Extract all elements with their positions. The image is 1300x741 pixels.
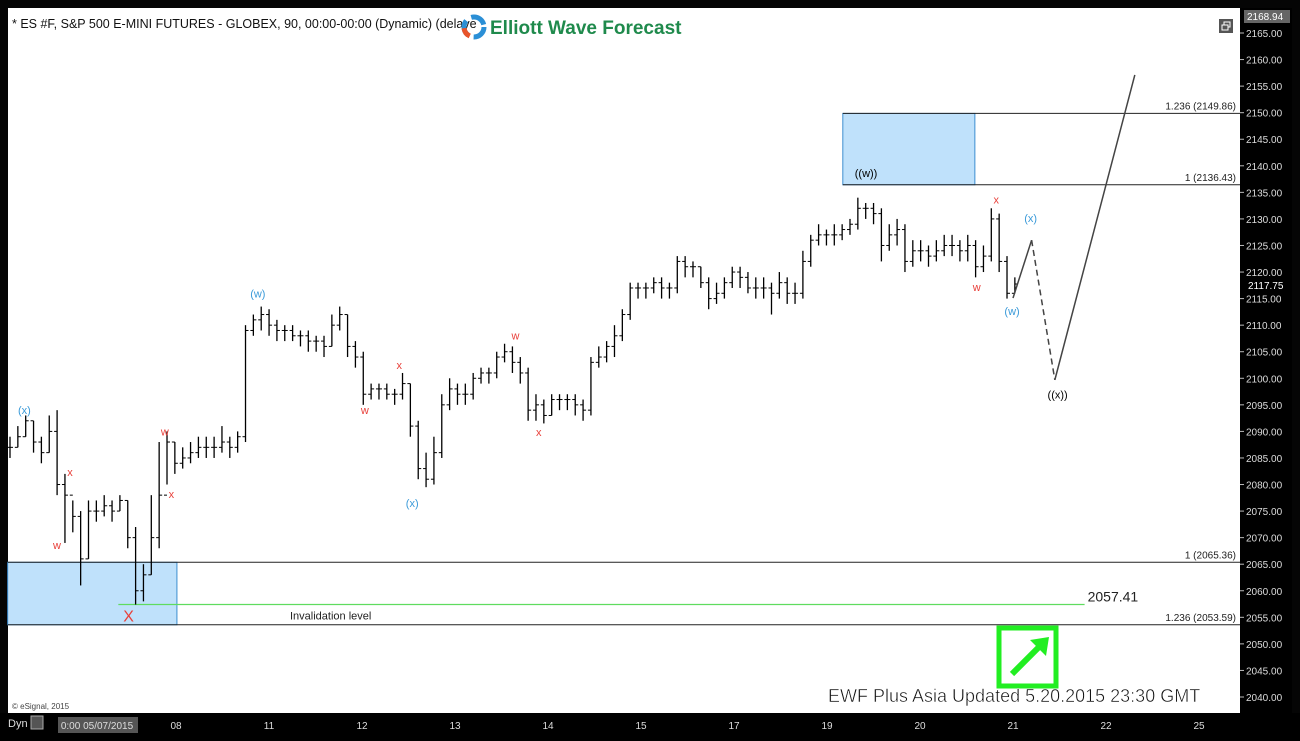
wave-label: w — [52, 540, 61, 552]
projection-path-dashed — [1030, 240, 1056, 380]
crosshair-date-badge — [58, 717, 138, 733]
wave-label: w — [160, 426, 169, 438]
ewf-logo: Elliott Wave Forecast — [461, 14, 682, 40]
y-tick-label: 2130.00 — [1246, 215, 1283, 226]
y-tick-label: 2080.00 — [1246, 481, 1283, 492]
update-watermark: EWF Plus Asia Updated 5.20.2015 23:30 GM… — [828, 686, 1200, 706]
y-tick-label: 2120.00 — [1246, 268, 1283, 279]
fib-level-label: 1.236 (2149.86) — [1165, 101, 1236, 112]
y-tick-label: 2055.00 — [1246, 613, 1283, 624]
y-tick-label: 2160.00 — [1246, 56, 1283, 67]
top-price-label: 2168.94 — [1247, 12, 1284, 23]
x-tick-label: 13 — [449, 721, 461, 732]
chart-title: * ES #F, S&P 500 E-MINI FUTURES - GLOBEX… — [12, 17, 477, 31]
projection-path-solid-2 — [1054, 74, 1136, 381]
wave-label: (x) — [1024, 213, 1037, 225]
invalidation-label: Invalidation level — [290, 611, 371, 623]
wave-label: x — [67, 467, 73, 479]
projection-path-solid-1 — [1012, 239, 1033, 299]
y-tick-label: 2165.00 — [1246, 29, 1283, 40]
x-tick-label: 21 — [1007, 721, 1019, 732]
wave-label: (w) — [1004, 306, 1019, 318]
x-tick-label: 11 — [264, 721, 275, 732]
last-price-label: 2117.75 — [1248, 281, 1284, 292]
wave-label: w — [360, 405, 369, 417]
x-tick-label: 14 — [542, 721, 554, 732]
target-box — [842, 112, 976, 186]
green-up-right-arrow-icon — [996, 625, 1059, 689]
top-price-badge — [1244, 10, 1290, 23]
wave-label: ((w)) — [855, 168, 878, 180]
wave-label: (x) — [18, 405, 31, 417]
y-tick-label: 2105.00 — [1246, 348, 1283, 359]
copyright-text: © eSignal, 2015 — [12, 702, 70, 711]
y-tick-label: 2050.00 — [1246, 640, 1283, 651]
wave-label: x — [396, 360, 402, 372]
y-tick-label: 2135.00 — [1246, 188, 1283, 199]
y-tick-label: 2045.00 — [1246, 666, 1283, 677]
wave-label: ((x)) — [1048, 390, 1068, 402]
y-tick-label: 2065.00 — [1246, 560, 1283, 571]
x-tick-label: 08 — [170, 721, 182, 732]
wave-label: (x) — [406, 498, 419, 510]
window-restore-icon[interactable] — [1219, 19, 1233, 33]
fib-level-label: 1 (2065.36) — [1185, 550, 1236, 561]
fib-level-label: 1.236 (2053.59) — [1165, 613, 1236, 624]
y-tick-label: 2115.00 — [1246, 295, 1282, 306]
y-tick-label: 2090.00 — [1246, 427, 1283, 438]
x-tick-label: 25 — [1193, 721, 1205, 732]
wave-label: (w) — [250, 288, 265, 300]
x-tick-label: 19 — [821, 721, 833, 732]
ewf-logo-icon — [461, 14, 487, 40]
fib-level-label: 1 (2136.43) — [1185, 173, 1236, 184]
y-tick-label: 2155.00 — [1246, 82, 1283, 93]
y-tick-label: 2040.00 — [1246, 693, 1283, 704]
y-tick-label: 2060.00 — [1246, 587, 1283, 598]
time-axis[interactable] — [0, 713, 1300, 741]
y-tick-label: 2075.00 — [1246, 507, 1283, 518]
plot-area — [8, 8, 1240, 713]
dyn-button[interactable]: Dyn — [8, 718, 28, 730]
invalidation-value: 2057.41 — [1088, 589, 1139, 605]
wave-label: x — [994, 194, 1000, 206]
y-tick-label: 2070.00 — [1246, 534, 1283, 545]
y-tick-label: 2145.00 — [1246, 135, 1283, 146]
y-tick-label: 2140.00 — [1246, 162, 1283, 173]
wave-label: x — [536, 427, 542, 439]
y-tick-label: 2110.00 — [1246, 321, 1282, 332]
y-tick-label: 2125.00 — [1246, 241, 1283, 252]
x-tick-label: 15 — [635, 721, 647, 732]
y-tick-label: 2095.00 — [1246, 401, 1283, 412]
x-tick-label: 22 — [1100, 721, 1112, 732]
wave-label: w — [972, 282, 981, 294]
y-tick-label: 2150.00 — [1246, 109, 1283, 120]
price-axis[interactable] — [1240, 8, 1292, 713]
x-tick-label: 20 — [914, 721, 926, 732]
wave-label: X — [123, 608, 134, 625]
x-tick-label: 12 — [356, 721, 368, 732]
scale-mode-icon[interactable] — [30, 715, 44, 730]
y-tick-label: 2100.00 — [1246, 374, 1283, 385]
y-tick-label: 2085.00 — [1246, 454, 1283, 465]
x-tick-label: 0:00 05/07/2015 — [61, 721, 134, 732]
wave-label: w — [510, 330, 519, 342]
wave-label: x — [169, 489, 175, 501]
ewf-logo-text: Elliott Wave Forecast — [490, 18, 682, 39]
x-tick-label: 17 — [728, 721, 740, 732]
